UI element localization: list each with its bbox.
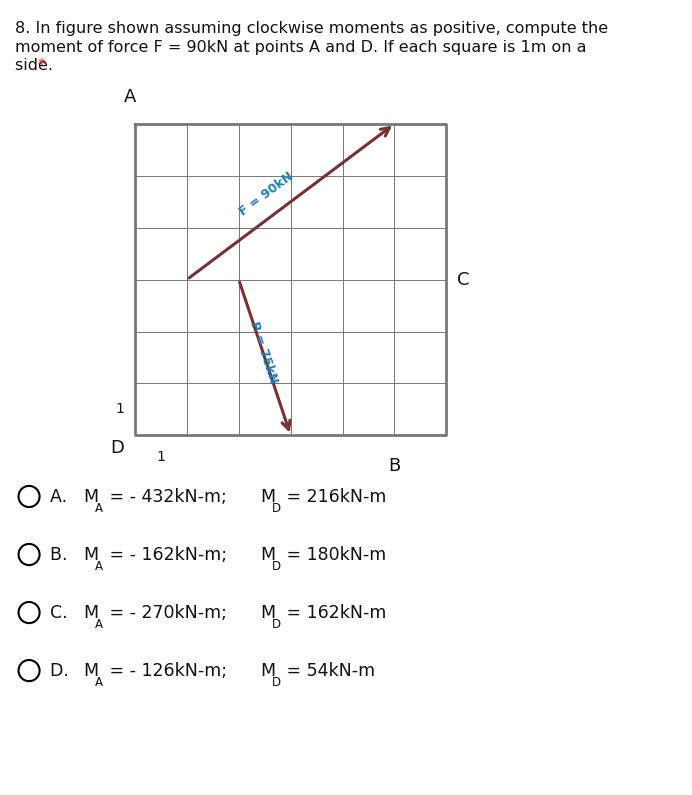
Text: D: D [110, 440, 124, 457]
Text: = 162kN-m: = 162kN-m [281, 604, 386, 622]
Text: M: M [261, 488, 275, 506]
Text: = 216kN-m: = 216kN-m [281, 488, 386, 506]
Text: D: D [272, 676, 281, 688]
Text: A: A [95, 676, 102, 688]
Text: 8. In figure shown assuming clockwise moments as positive, compute the: 8. In figure shown assuming clockwise mo… [15, 21, 608, 36]
Text: M: M [84, 488, 98, 506]
Text: C.: C. [50, 604, 73, 622]
Text: moment of force F = 90kN at points A and D. If each square is 1m on a: moment of force F = 90kN at points A and… [15, 40, 587, 55]
Text: 1: 1 [115, 402, 124, 417]
Text: M: M [84, 604, 98, 622]
Text: M: M [84, 662, 98, 680]
Text: 1: 1 [156, 450, 165, 464]
Text: D: D [272, 560, 281, 572]
Text: B.: B. [50, 546, 73, 564]
Text: M: M [261, 546, 275, 564]
Text: A: A [95, 502, 102, 514]
Text: M: M [261, 604, 275, 622]
Text: M: M [261, 662, 275, 680]
Text: = 54kN-m: = 54kN-m [281, 662, 375, 680]
Text: = - 162kN-m;: = - 162kN-m; [104, 546, 232, 564]
Text: M: M [84, 546, 98, 564]
Text: C: C [457, 270, 469, 289]
Text: A: A [124, 87, 136, 106]
Text: B: B [388, 457, 401, 475]
Text: A: A [95, 560, 102, 572]
Text: side.: side. [15, 58, 58, 73]
Text: = - 270kN-m;: = - 270kN-m; [104, 604, 232, 622]
Text: = 180kN-m: = 180kN-m [281, 546, 386, 564]
Text: A: A [95, 618, 102, 630]
Text: D: D [272, 618, 281, 630]
Text: *: * [38, 58, 46, 73]
Text: D: D [272, 502, 281, 514]
Text: = - 432kN-m;: = - 432kN-m; [104, 488, 232, 506]
Text: D.: D. [50, 662, 74, 680]
Text: P = 75kN: P = 75kN [246, 320, 280, 386]
Text: = - 126kN-m;: = - 126kN-m; [104, 662, 232, 680]
Text: A.: A. [50, 488, 73, 506]
Text: F = 90kN: F = 90kN [237, 169, 295, 219]
